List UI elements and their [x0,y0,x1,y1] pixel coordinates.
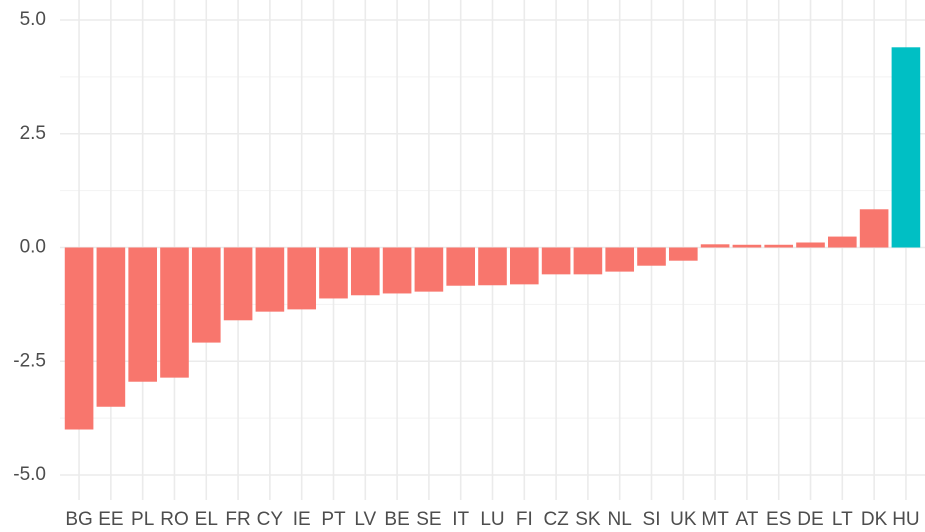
y-tick-label: 2.5 [20,123,46,144]
bar [223,247,253,321]
x-tick-label: PL [131,509,154,530]
bar [160,247,189,378]
bar [637,247,666,266]
bar [478,247,507,286]
x-tick-label: IE [293,509,311,530]
y-tick-label: -5.0 [13,464,46,485]
x-tick-label: CZ [543,509,569,530]
x-tick-label: CY [257,509,284,530]
bar [573,247,603,275]
x-tick-label: HU [892,509,919,530]
x-tick-label: UK [670,509,697,530]
x-tick-label: LV [354,509,376,530]
x-tick-label: NL [608,509,632,530]
x-tick-label: MT [701,509,729,530]
bar [287,247,317,310]
y-tick-label: 0.0 [20,237,46,258]
x-tick-label: SE [416,509,441,530]
x-tick-label: BG [65,509,92,530]
bar [414,247,444,292]
x-tick-label: FR [225,509,250,530]
bar [541,247,571,275]
bar [668,247,698,261]
x-tick-label: PT [321,509,346,530]
x-tick-label: DE [797,509,823,530]
y-tick-label: -2.5 [13,350,46,371]
x-tick-label: DK [861,509,888,530]
x-tick-label: FI [516,509,533,530]
bar [509,247,539,285]
bar [828,236,857,248]
x-tick-label: AT [735,509,758,530]
bar [319,247,348,299]
bar [350,247,380,296]
labels: -5.0 -2.5 0.0 2.5 5.0 BG EE PL RO EL FR CY IE PT LV BE S… [13,9,919,530]
x-tick-label: SI [643,509,661,530]
y-tick-label: 5.0 [20,9,46,30]
bar [64,247,94,430]
bar [764,244,794,248]
bar [255,247,285,312]
bar [859,209,889,248]
bar [382,247,412,294]
x-tick-label: ES [766,509,791,530]
x-tick-label: EL [195,509,218,530]
x-tick-label: RO [160,509,189,530]
bar [605,247,635,272]
x-tick-label: BE [384,509,409,530]
x-tick-label: SK [575,509,601,530]
bar [700,244,730,248]
bar [891,47,921,248]
bars [64,47,921,430]
bar [96,247,126,407]
x-tick-label: EE [98,509,123,530]
bar [191,247,221,343]
x-tick-label: LT [832,509,853,530]
x-tick-label: LU [480,509,504,530]
bar [446,247,476,286]
bar [732,244,762,248]
x-tick-label: IT [452,509,469,530]
bar [128,247,157,382]
bar [796,242,825,248]
